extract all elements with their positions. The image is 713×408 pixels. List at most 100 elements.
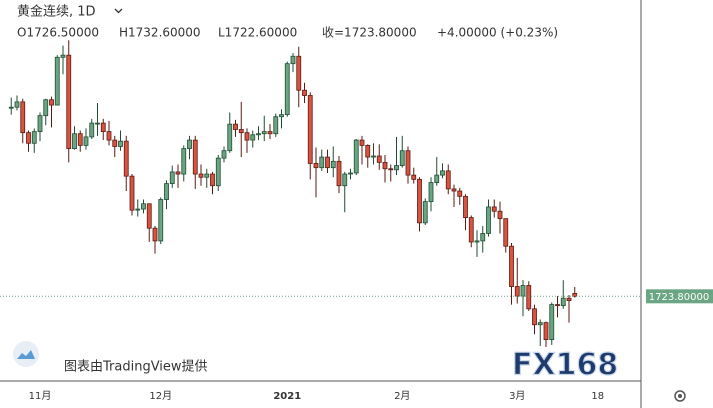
ohlc-header: O1726.50000 H1732.60000 L1722.60000 收=1723.… [17, 26, 558, 40]
candle-body [365, 144, 371, 158]
candle-body [8, 106, 14, 109]
candle-body [526, 285, 532, 310]
candle-body [497, 210, 503, 220]
candle-body [376, 155, 382, 163]
candle-body [37, 115, 43, 132]
candle-body [31, 131, 37, 144]
x-tick-label: 12月 [149, 390, 172, 402]
candle-body [26, 132, 31, 144]
ohlc-value: O1726.50000 [17, 26, 99, 40]
candle-body [215, 157, 221, 187]
candle-body [106, 131, 112, 141]
candle-body [261, 131, 267, 135]
candle-body [382, 161, 388, 170]
candle-body [49, 99, 54, 106]
x-tick-label: 11月 [29, 390, 52, 402]
candle-body [313, 163, 319, 169]
settings-icon[interactable] [674, 390, 686, 402]
gear-center[interactable] [678, 394, 682, 398]
candle-body [353, 139, 359, 174]
candle-body [434, 174, 440, 183]
candle-body [480, 233, 486, 242]
x-tick-label: 2月 [394, 390, 410, 402]
candle-body [549, 304, 555, 341]
candle-body [394, 165, 399, 171]
candle-body [422, 201, 428, 224]
candle-body [100, 122, 106, 132]
candle-body [532, 308, 537, 326]
candle-body [227, 123, 233, 152]
candle-body [192, 139, 198, 175]
candle-body [342, 173, 348, 187]
candle-body [273, 116, 279, 135]
candle-body [43, 99, 49, 117]
candle-body [325, 156, 330, 169]
title-chevron[interactable] [114, 8, 123, 14]
candle-body [141, 203, 146, 210]
candle-body [451, 188, 457, 192]
candle-body [256, 133, 261, 136]
candle-body [514, 286, 520, 297]
title-bg [12, 1, 122, 23]
candle-body [330, 160, 336, 169]
candle-body [284, 63, 290, 116]
candle-body [555, 304, 560, 307]
candle-body [158, 199, 164, 242]
gear-ring[interactable] [674, 390, 686, 402]
candle-body [233, 123, 238, 130]
candle-body [566, 297, 572, 301]
candle-body [244, 132, 250, 141]
attribution[interactable]: 图表由TradingView提供 [64, 359, 208, 375]
x-tick-label: 18 [591, 391, 604, 402]
candle-body [463, 195, 468, 218]
ohlc-value: L1722.60000 [218, 26, 297, 40]
candle-body [169, 171, 175, 185]
candle-body [146, 203, 152, 229]
candle-body [405, 150, 411, 176]
last-price-tag [646, 289, 713, 304]
candle-body [445, 170, 451, 190]
candle-body [537, 322, 543, 326]
candle-body [129, 175, 135, 211]
candle-body [250, 134, 256, 141]
candle-body [66, 54, 72, 149]
candle-body [371, 155, 376, 158]
candle-body [509, 245, 514, 287]
candle-body [54, 56, 60, 106]
candle-body [210, 173, 215, 187]
candle-body [319, 156, 325, 169]
candle-body [572, 293, 578, 297]
candle-body [359, 139, 365, 146]
candle-body [440, 170, 445, 176]
candle-body [388, 168, 394, 171]
candle-body [428, 182, 434, 203]
tradingview-logo[interactable] [17, 350, 35, 359]
candle-body [457, 190, 463, 197]
candle-body [543, 322, 549, 341]
candle-body [336, 160, 342, 187]
chart-title: 黄金连续, 1D [17, 4, 96, 20]
candle-body [123, 140, 129, 177]
candle-body [411, 174, 417, 180]
candle-body [348, 172, 353, 175]
candle-body [486, 206, 491, 234]
candle-body [204, 173, 210, 178]
candle-body [221, 150, 227, 159]
x-tick-label: 2021 [273, 391, 301, 402]
candle-body [560, 297, 566, 307]
candle-body [267, 131, 273, 135]
candle-body [399, 150, 405, 166]
candle-body [60, 54, 66, 58]
candle-body [417, 178, 422, 224]
candle-body [112, 139, 118, 147]
tradingview-logo-bg[interactable] [13, 341, 39, 367]
last-price-label: 1723.80000 [649, 292, 709, 303]
candle-body [20, 101, 26, 134]
candle-body [175, 171, 181, 175]
candle-body [491, 206, 497, 212]
ohlc-value: +4.00000 (+0.23%) [437, 26, 558, 40]
candle-body [520, 285, 526, 297]
